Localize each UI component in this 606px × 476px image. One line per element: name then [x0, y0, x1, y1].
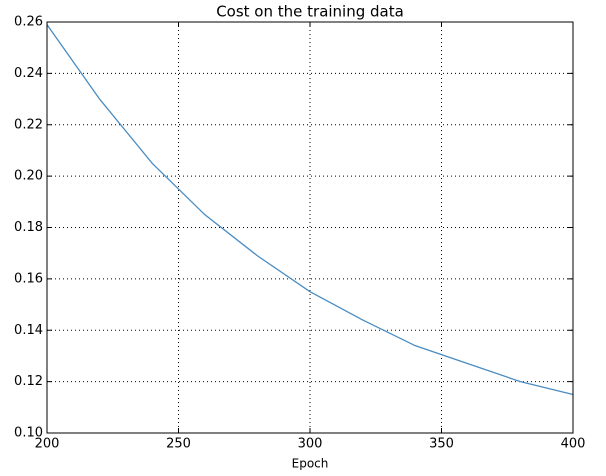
y-tick-label: 0.22: [14, 117, 43, 132]
y-tick-label: 0.14: [14, 323, 43, 338]
plot-frame: [46, 21, 574, 434]
x-tick-label: 200: [35, 437, 60, 452]
y-tick-label: 0.16: [14, 271, 43, 286]
x-tick-label: 300: [298, 437, 323, 452]
x-tick-label: 350: [429, 437, 454, 452]
chart-title: Cost on the training data: [216, 3, 404, 21]
x-axis-label: Epoch: [292, 457, 329, 471]
y-tick-label: 0.20: [14, 169, 43, 184]
y-tick-label: 0.12: [14, 374, 43, 389]
y-tick-label: 0.10: [14, 426, 43, 441]
x-tick-label: 400: [561, 437, 586, 452]
x-tick-label: 250: [166, 437, 191, 452]
y-tick-label: 0.24: [14, 66, 43, 81]
line-series: [46, 24, 574, 396]
y-tick-label: 0.18: [14, 220, 43, 235]
y-tick-label: 0.26: [14, 15, 43, 30]
